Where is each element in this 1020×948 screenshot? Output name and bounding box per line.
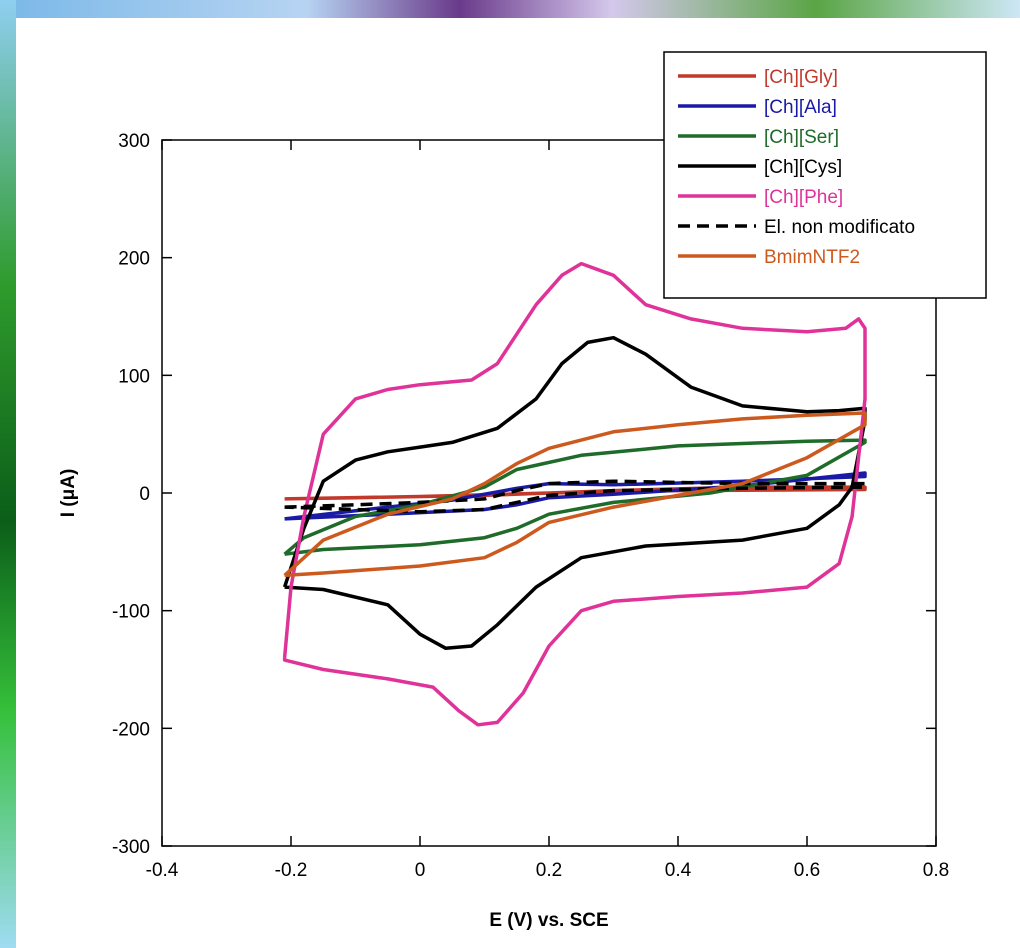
x-tick-label: 0.2 — [536, 860, 562, 881]
y-tick-label: 300 — [118, 131, 150, 152]
y-tick-label: 0 — [139, 484, 150, 505]
x-tick-label: 0.4 — [665, 860, 692, 881]
y-tick-label: -300 — [112, 837, 150, 858]
x-axis-title: E (V) vs. SCE — [489, 910, 608, 931]
x-tick-label: -0.4 — [146, 860, 179, 881]
y-tick-label: 100 — [118, 366, 150, 387]
y-axis-title: I (μA) — [58, 469, 79, 518]
series-line-4 — [282, 261, 867, 727]
legend-label-5: El. non modificato — [764, 217, 915, 238]
series-line-3 — [282, 335, 867, 651]
legend: [Ch][Gly] [Ch][Ala] [Ch][Ser] [Ch][Cys] [Ch]… — [663, 51, 987, 299]
legend-label-4: [Ch][Phe] — [764, 187, 843, 208]
series-group — [282, 261, 867, 727]
background-decoration-top — [0, 0, 1020, 18]
cyclic-voltammetry-chart: -0.4 -0.2 0 0.2 0.4 0.6 0.8 300 200 100 0 -100 -200 -… — [58, 51, 987, 931]
x-tick-label: 0.8 — [923, 860, 949, 881]
y-tick-label: -200 — [112, 719, 150, 740]
legend-label-1: [Ch][Ala] — [764, 97, 837, 118]
legend-label-3: [Ch][Cys] — [764, 157, 842, 178]
x-tick-label: 0.6 — [794, 860, 820, 881]
series-line-6 — [283, 411, 867, 578]
background-decoration-left — [0, 0, 16, 948]
series-line-5 — [284, 479, 867, 514]
x-tick-label: 0 — [415, 860, 426, 881]
series-line-2 — [283, 438, 867, 556]
legend-label-0: [Ch][Gly] — [764, 67, 838, 88]
y-tick-label: -100 — [112, 602, 150, 623]
x-tick-label: -0.2 — [275, 860, 308, 881]
chart-frame: -0.4 -0.2 0 0.2 0.4 0.6 0.8 300 200 100 0 -100 -200 -… — [16, 18, 1020, 948]
y-tick-label: 200 — [118, 249, 150, 270]
legend-label-2: [Ch][Ser] — [764, 127, 839, 148]
legend-label-6: BmimNTF2 — [764, 247, 860, 268]
series-line-0 — [284, 485, 867, 501]
